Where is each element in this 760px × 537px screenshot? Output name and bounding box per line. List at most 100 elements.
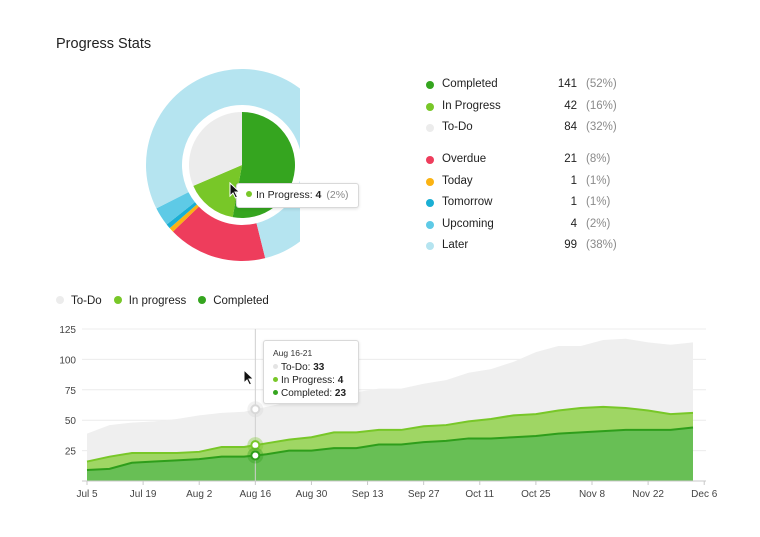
slice-upcoming[interactable] bbox=[156, 192, 195, 225]
legend-pct: (8%) bbox=[586, 153, 611, 165]
area-tooltip-todo-label: To-Do: bbox=[281, 362, 311, 373]
line-in-progress bbox=[86, 405, 694, 463]
slice-today[interactable] bbox=[169, 204, 199, 232]
series-legend-item[interactable]: In progress bbox=[113, 295, 187, 307]
area-in-progress bbox=[87, 406, 693, 471]
legend-pct: (32%) bbox=[586, 121, 617, 133]
mouse-cursor-icon bbox=[229, 182, 241, 199]
legend-count: 99 bbox=[564, 239, 577, 251]
legend-dot-icon bbox=[56, 296, 64, 304]
legend-pct: (38%) bbox=[586, 239, 617, 251]
x-tick-label: Nov 22 bbox=[632, 489, 664, 500]
x-tick-label: Jul 19 bbox=[130, 489, 157, 500]
legend-count: 42 bbox=[564, 99, 577, 112]
legend-pct: (1%) bbox=[586, 174, 611, 187]
slice-overdue[interactable] bbox=[172, 206, 266, 261]
x-tick-label: Sep 27 bbox=[408, 489, 440, 500]
legend-row-upcoming[interactable]: Upcoming 4 (2%) bbox=[424, 217, 624, 233]
y-tick-label: 125 bbox=[59, 325, 76, 336]
page-title: Progress Stats bbox=[56, 36, 152, 52]
area-tooltip-inprog: In Progress: 4 bbox=[273, 374, 358, 387]
hover-marker-completed bbox=[250, 450, 261, 461]
x-tick-label: Aug 16 bbox=[239, 489, 271, 500]
legend-label: Today bbox=[442, 174, 473, 187]
legend-label: Tomorrow bbox=[442, 196, 493, 208]
legend-dot-icon bbox=[426, 220, 434, 229]
series-legend-item[interactable]: To-Do bbox=[56, 295, 102, 307]
slice-tomorrow[interactable] bbox=[166, 202, 197, 229]
area-completed bbox=[87, 427, 693, 481]
x-tick-label: Oct 25 bbox=[521, 489, 551, 500]
donut-tooltip-pct: (2%) bbox=[326, 189, 349, 201]
legend-count: 141 bbox=[557, 78, 577, 90]
legend-row-to-do[interactable]: To-Do 84 (32%) bbox=[424, 120, 624, 136]
legend-label: In Progress bbox=[442, 99, 501, 112]
slice-later[interactable] bbox=[146, 69, 300, 259]
completed-dot bbox=[273, 390, 278, 395]
legend-dot-icon bbox=[426, 124, 434, 132]
area-tooltip-completed-label: Completed: bbox=[281, 388, 333, 399]
legend-pct: (2%) bbox=[586, 217, 611, 230]
legend-label: To-Do bbox=[442, 121, 473, 133]
legend-dot-icon bbox=[426, 242, 434, 250]
area-tooltip-inprog-label: In Progress: bbox=[281, 375, 335, 386]
series-legend[interactable]: To-Do In progress Completed bbox=[56, 295, 281, 307]
x-tick-label: Jul 5 bbox=[76, 489, 98, 500]
area-tooltip-completed: Completed: 23 bbox=[273, 387, 358, 400]
x-tick-label: Aug 2 bbox=[186, 489, 213, 500]
donut-tooltip-value: 4 bbox=[315, 189, 322, 201]
legend-label: Completed bbox=[442, 78, 498, 90]
legend-count: 4 bbox=[570, 217, 577, 230]
line-completed bbox=[86, 426, 694, 472]
area-tooltip-date: Aug 16-21 bbox=[273, 348, 313, 358]
legend-row-today[interactable]: Today 1 (1%) bbox=[424, 174, 624, 190]
y-tick-label: 25 bbox=[65, 447, 77, 458]
y-tick-label: 75 bbox=[65, 386, 77, 397]
todo-dot bbox=[273, 364, 278, 369]
legend-pct: (16%) bbox=[586, 99, 617, 112]
legend-label: Upcoming bbox=[442, 217, 494, 230]
in-progress-dot bbox=[246, 191, 252, 197]
area-todo bbox=[87, 338, 693, 462]
legend-pct: (1%) bbox=[586, 196, 611, 208]
series-legend-label: In progress bbox=[128, 295, 187, 307]
area-tooltip-todo-value: 33 bbox=[313, 362, 325, 373]
legend-dot-icon bbox=[426, 199, 434, 207]
x-tick-label: Oct 11 bbox=[465, 489, 494, 500]
legend-pct: (52%) bbox=[586, 78, 617, 90]
y-tick-label: 50 bbox=[65, 416, 77, 427]
legend-count: 21 bbox=[564, 153, 577, 165]
legend-count: 84 bbox=[564, 121, 577, 133]
legend-label: Later bbox=[442, 239, 469, 251]
legend-row-in-progress[interactable]: In Progress 42 (16%) bbox=[424, 99, 624, 115]
inprog-dot bbox=[273, 377, 278, 382]
series-legend-label: Completed bbox=[213, 295, 269, 307]
x-tick-label: Aug 30 bbox=[296, 489, 328, 500]
mouse-cursor-icon bbox=[243, 369, 255, 386]
legend-row-tomorrow[interactable]: Tomorrow 1 (1%) bbox=[424, 195, 624, 211]
x-tick-label: Dec 6 bbox=[691, 489, 718, 500]
slice-in-progress[interactable] bbox=[193, 165, 242, 218]
slice-todo[interactable] bbox=[189, 112, 242, 186]
legend-row-overdue[interactable]: Overdue 21 (8%) bbox=[424, 152, 624, 168]
area-tooltip-completed-value: 23 bbox=[334, 388, 347, 399]
legend-dot-icon bbox=[113, 296, 122, 304]
area-tooltip-inprog-value: 4 bbox=[337, 375, 344, 386]
hover-marker-in-progress bbox=[250, 440, 261, 451]
legend-count: 1 bbox=[570, 196, 577, 208]
x-tick-label: Sep 13 bbox=[352, 489, 384, 500]
legend-dot-icon bbox=[426, 81, 434, 89]
legend-dot-icon bbox=[426, 177, 434, 186]
area-tooltip-todo: To-Do: 33 bbox=[273, 361, 358, 374]
x-tick-label: Nov 8 bbox=[579, 489, 606, 500]
legend-dot-icon bbox=[426, 156, 434, 164]
legend-dot-icon bbox=[426, 102, 434, 111]
series-legend-label: To-Do bbox=[71, 295, 102, 307]
area-tooltip: Aug 16-21 To-Do: 33 In Progress: 4 Compl… bbox=[263, 340, 359, 404]
series-legend-item[interactable]: Completed bbox=[198, 295, 269, 307]
donut-tooltip-label: In Progress: bbox=[256, 189, 313, 201]
legend-row-completed[interactable]: Completed 141 (52%) bbox=[424, 77, 624, 93]
hover-marker-todo bbox=[250, 404, 261, 415]
legend-row-later[interactable]: Later 99 (38%) bbox=[424, 238, 624, 254]
